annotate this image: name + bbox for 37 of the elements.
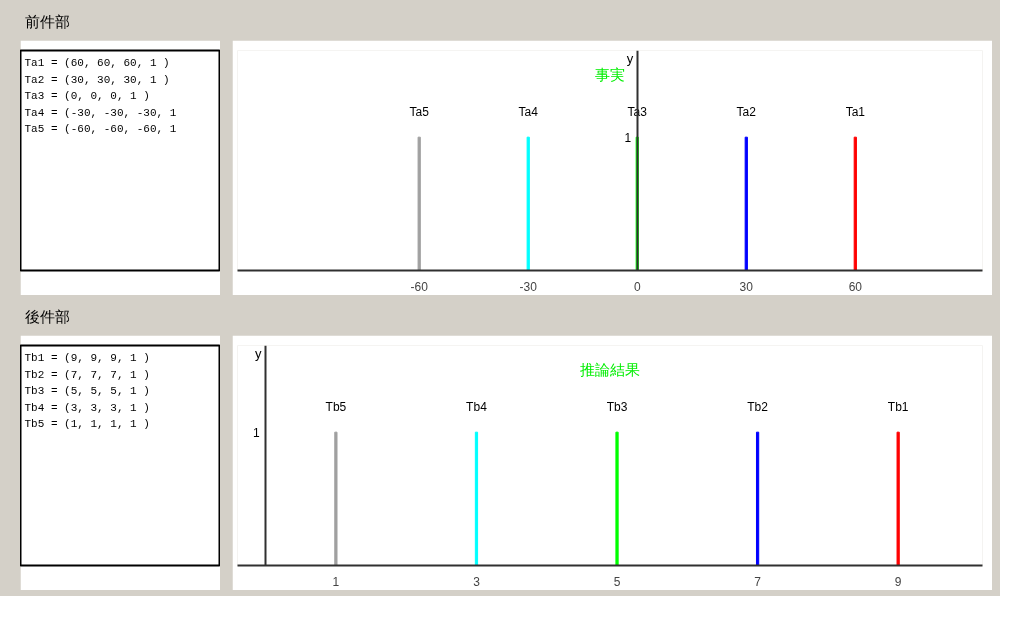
- annotation: 1: [252, 425, 260, 440]
- text: Tb2 = (7, 7, 7, 1 ): [24, 368, 150, 381]
- series-label: Tb2: [747, 400, 769, 415]
- series-label: Tb1: [887, 400, 909, 415]
- text: Ta1 = (60, 60, 60, 1 ): [24, 57, 170, 70]
- x-tick-label: 3: [473, 574, 481, 589]
- series-label: Ta2: [736, 105, 757, 120]
- x-tick-label: 1: [332, 574, 340, 589]
- series-label: Ta1: [845, 105, 866, 120]
- y-axis-title: y: [255, 345, 263, 361]
- text: 後件部: [25, 307, 70, 327]
- series-label: Tb3: [606, 400, 628, 415]
- text: 推論結果: [580, 360, 640, 378]
- x-tick-label: 5: [613, 574, 621, 589]
- y-axis-title: y: [626, 50, 634, 66]
- x-tick-label: 60: [848, 279, 863, 294]
- series-label: Ta4: [518, 105, 539, 120]
- x-tick-label: 9: [894, 574, 902, 589]
- series-label: Ta5: [409, 105, 430, 120]
- x-tick-label: 30: [739, 279, 754, 294]
- text: 事実: [595, 65, 625, 83]
- text: Tb5 = (1, 1, 1, 1 ): [24, 418, 150, 431]
- x-tick-label: 7: [754, 574, 762, 589]
- text: Tb3 = (5, 5, 5, 1 ): [24, 385, 150, 398]
- series-label: Tb4: [466, 400, 488, 415]
- text: Ta2 = (30, 30, 30, 1 ): [24, 73, 170, 86]
- text: Tb1 = (9, 9, 9, 1 ): [24, 352, 150, 365]
- text: 前件部: [25, 12, 70, 32]
- text: Ta5 = (-60, -60, -60, 1: [24, 123, 177, 136]
- text: Ta4 = (-30, -30, -30, 1: [24, 106, 177, 119]
- series-label: Tb5: [325, 400, 347, 415]
- x-tick-label: -60: [410, 279, 429, 294]
- x-tick-label: 0: [633, 279, 641, 294]
- x-tick-label: -30: [519, 279, 538, 294]
- text: Tb4 = (3, 3, 3, 1 ): [24, 401, 150, 414]
- text: Ta3 = (0, 0, 0, 1 ): [24, 90, 150, 103]
- annotation: 1: [624, 130, 632, 145]
